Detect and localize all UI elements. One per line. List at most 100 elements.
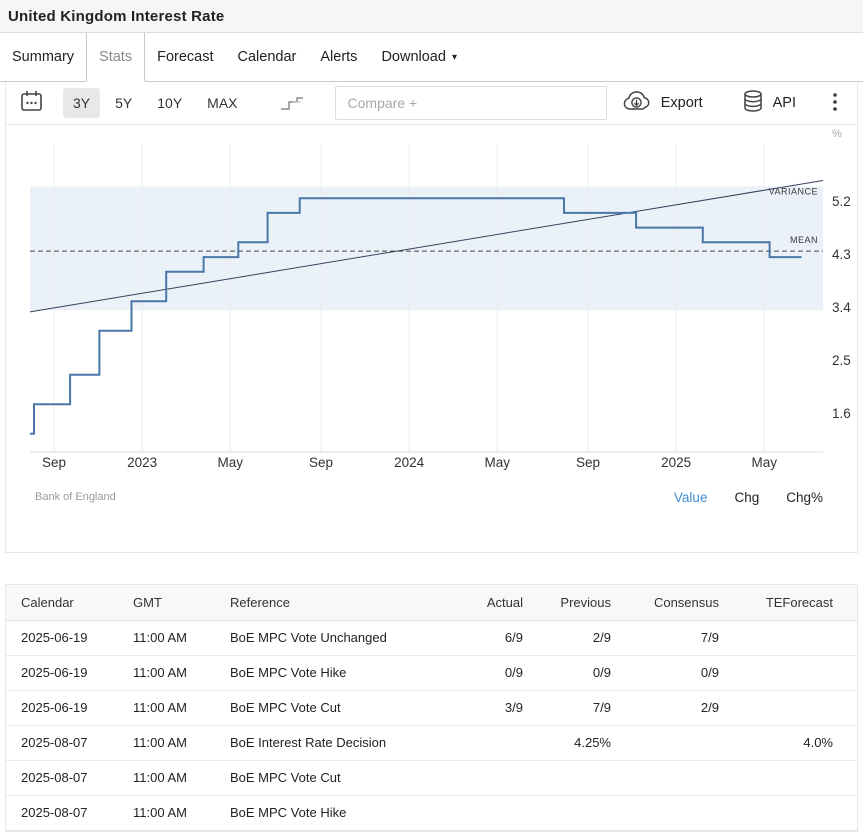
- more-options-button[interactable]: [828, 87, 842, 120]
- svg-text:2023: 2023: [127, 455, 157, 470]
- svg-text:4.3: 4.3: [832, 247, 851, 262]
- calendar-table-card: Calendar GMT Reference Actual Previous Consen…: [5, 584, 858, 832]
- column-header-actual: Actual: [433, 585, 523, 621]
- trend-line: [29, 180, 824, 313]
- column-header-gmt: GMT: [118, 585, 215, 621]
- cell-previous: 0/9: [523, 655, 611, 691]
- tab-forecast[interactable]: Forecast: [145, 33, 226, 82]
- svg-text:Sep: Sep: [309, 455, 333, 470]
- api-label: API: [772, 95, 796, 111]
- cell-calendar: 2025-06-19: [6, 690, 118, 726]
- series-mode-chgpct[interactable]: Chg%: [786, 489, 823, 505]
- tab-label: Alerts: [320, 49, 358, 65]
- page-title: United Kingdom Interest Rate: [8, 7, 225, 25]
- cell-previous: 2/9: [523, 620, 611, 656]
- range-button-10y[interactable]: 10Y: [147, 88, 192, 118]
- svg-text:MEAN: MEAN: [790, 235, 818, 245]
- tab-download[interactable]: Download ▾: [369, 33, 469, 82]
- cell-calendar: 2025-06-19: [6, 620, 118, 656]
- cell-consensus: 0/9: [611, 655, 719, 691]
- column-header-calendar: Calendar: [6, 585, 118, 621]
- cell-gmt: 11:00 AM: [118, 690, 215, 726]
- svg-text:May: May: [217, 455, 243, 470]
- cell-teforecast: [719, 620, 857, 656]
- cell-previous: [523, 760, 611, 796]
- range-button-max[interactable]: MAX: [197, 88, 247, 118]
- cell-previous: 4.25%: [523, 725, 611, 761]
- cell-actual: [433, 760, 523, 796]
- chevron-down-icon: ▾: [451, 51, 457, 63]
- cell-previous: 7/9: [523, 690, 611, 726]
- compare-input[interactable]: [334, 86, 607, 120]
- tab-bar: Summary Stats Forecast Calendar Alerts Downlo…: [0, 33, 863, 82]
- series-mode-chg[interactable]: Chg: [734, 489, 760, 505]
- table-row[interactable]: 2025-08-07 11:00 AM BoE MPC Vote Cut: [6, 760, 857, 796]
- kebab-menu-icon: [832, 91, 838, 116]
- range-button-5y[interactable]: 5Y: [105, 88, 142, 118]
- tab-label: Stats: [99, 49, 133, 65]
- cell-gmt: 11:00 AM: [118, 655, 215, 691]
- chart-card: 3Y 5Y 10Y MAX: [5, 82, 858, 553]
- svg-text:2025: 2025: [661, 455, 691, 470]
- cell-gmt: 11:00 AM: [118, 620, 215, 656]
- table-row[interactable]: 2025-08-07 11:00 AM BoE Interest Rate Deci…: [6, 725, 857, 761]
- rate-step-line: [30, 197, 802, 435]
- tab-label: Summary: [12, 49, 75, 65]
- cell-teforecast: [719, 655, 857, 691]
- tab-stats[interactable]: Stats: [86, 33, 146, 82]
- api-button[interactable]: API: [741, 89, 796, 118]
- cell-reference: BoE MPC Vote Cut: [215, 690, 433, 726]
- svg-text:1.6: 1.6: [832, 406, 851, 421]
- table-row[interactable]: 2025-06-19 11:00 AM BoE MPC Vote Cut 3/9 7/9…: [6, 690, 857, 726]
- calendar-range-button[interactable]: [14, 84, 49, 122]
- compare-box: [334, 86, 607, 120]
- variance-band: [30, 186, 823, 311]
- svg-text:May: May: [484, 455, 510, 470]
- cloud-download-icon: [621, 90, 661, 116]
- tab-alerts[interactable]: Alerts: [308, 33, 370, 82]
- tab-calendar[interactable]: Calendar: [225, 33, 309, 82]
- cell-reference: BoE MPC Vote Hike: [215, 795, 433, 831]
- cell-consensus: [611, 760, 719, 796]
- cell-actual: 0/9: [433, 655, 523, 691]
- column-header-teforecast: TEForecast: [719, 585, 857, 621]
- svg-text:Sep: Sep: [576, 455, 600, 470]
- cell-calendar: 2025-08-07: [6, 760, 118, 796]
- series-mode-value[interactable]: Value: [673, 489, 708, 505]
- calendar-table: Calendar GMT Reference Actual Previous Consen…: [6, 585, 857, 831]
- step-line-chart-type-icon[interactable]: [279, 94, 305, 112]
- svg-text:3.4: 3.4: [832, 300, 851, 315]
- cell-reference: BoE MPC Vote Hike: [215, 655, 433, 691]
- export-label: Export: [660, 95, 703, 111]
- toolbar-right: Export API: [621, 87, 842, 120]
- column-header-reference: Reference: [215, 585, 433, 621]
- chart-footer: Bank of England Value Chg Chg%: [6, 487, 857, 507]
- svg-text:5.2: 5.2: [832, 194, 851, 209]
- export-button[interactable]: Export: [621, 90, 703, 116]
- table-row[interactable]: 2025-06-19 11:00 AM BoE MPC Vote Hike 0/9 0/…: [6, 655, 857, 691]
- tab-label: Forecast: [157, 49, 214, 65]
- tab-summary[interactable]: Summary: [0, 33, 87, 82]
- cell-gmt: 11:00 AM: [118, 795, 215, 831]
- table-row[interactable]: 2025-08-07 11:00 AM BoE MPC Vote Hike: [6, 795, 857, 831]
- series-mode-links: Value Chg Chg%: [647, 490, 823, 505]
- source-label: Bank of England: [35, 491, 116, 503]
- svg-text:VARIANCE: VARIANCE: [769, 187, 818, 197]
- svg-text:2.5: 2.5: [832, 353, 851, 368]
- cell-previous: [523, 795, 611, 831]
- rate-chart[interactable]: VARIANCE MEAN% 5.2 4.3 3.4 2.5 1.6 Sep 2023 May Se…: [6, 125, 857, 475]
- table-row[interactable]: 2025-06-19 11:00 AM BoE MPC Vote Unchanged…: [6, 620, 857, 656]
- database-icon: [741, 89, 773, 118]
- cell-reference: BoE Interest Rate Decision: [215, 725, 433, 761]
- chart-toolbar: 3Y 5Y 10Y MAX: [6, 82, 857, 125]
- cell-calendar: 2025-08-07: [6, 795, 118, 831]
- cell-calendar: 2025-06-19: [6, 655, 118, 691]
- cell-actual: [433, 795, 523, 831]
- cell-teforecast: [719, 690, 857, 726]
- table-header-row: Calendar GMT Reference Actual Previous Consen…: [6, 585, 857, 621]
- svg-text:Sep: Sep: [42, 455, 66, 470]
- chart-area: VARIANCE MEAN% 5.2 4.3 3.4 2.5 1.6 Sep 2023 May Se…: [6, 125, 857, 475]
- range-button-3y[interactable]: 3Y: [63, 88, 101, 118]
- cell-consensus: 7/9: [611, 620, 719, 656]
